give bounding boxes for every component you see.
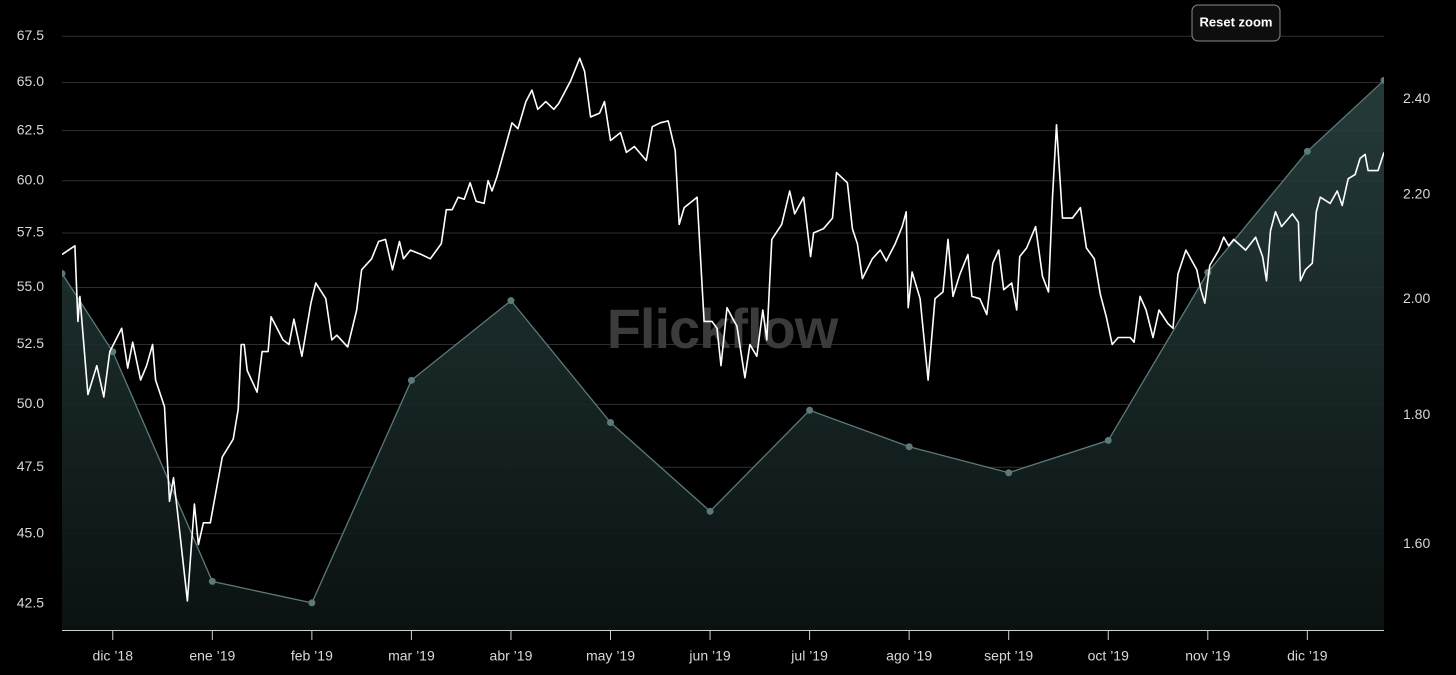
area-point — [1005, 469, 1013, 477]
area-point — [706, 507, 714, 515]
button-label[interactable]: Reset zoom — [1200, 14, 1273, 29]
x-tick-label: feb ’19 — [291, 648, 333, 664]
area-point — [1303, 147, 1311, 155]
axes: 42.5 45.0 47.5 50.0 52.5 55.0 57.5 60.0 62.5 65.0… — [17, 27, 1431, 664]
y-tick-label: 52.5 — [17, 335, 44, 351]
x-tick-label: jul ’19 — [790, 648, 828, 664]
y-tick-label: 55.0 — [17, 278, 44, 294]
y-tick-label: 50.0 — [17, 395, 44, 411]
area-point — [607, 418, 615, 426]
y2-tick-label: 2.00 — [1403, 290, 1430, 306]
x-tick-label: mar ’19 — [388, 648, 435, 664]
y2-tick-label: 2.40 — [1403, 90, 1430, 106]
y-tick-label: 65.0 — [17, 73, 44, 89]
y2-tick-label: 1.80 — [1403, 406, 1430, 422]
y2-tick-label: 1.60 — [1403, 535, 1430, 551]
area-point — [1104, 436, 1112, 444]
y-tick-label: 62.5 — [17, 121, 44, 137]
y-tick-label: 45.0 — [17, 524, 44, 540]
y-tick-label: 42.5 — [17, 594, 44, 610]
area-layer — [62, 76, 1384, 631]
reset-zoom-button[interactable]: Reset zoom — [1191, 4, 1281, 42]
area-point — [208, 577, 216, 585]
x-tick-label: dic ’19 — [1287, 648, 1328, 664]
area-point — [308, 599, 316, 607]
x-tick-label: jun ’19 — [688, 648, 730, 664]
area-point — [407, 376, 415, 384]
area-point — [507, 297, 515, 305]
x-tick-label: ene ’19 — [189, 648, 235, 664]
y-tick-label: 47.5 — [17, 458, 44, 474]
x-tick-label: ago ’19 — [886, 648, 932, 664]
area-point — [806, 406, 814, 414]
x-tick-label: nov ’19 — [1185, 648, 1230, 664]
area-point — [62, 269, 66, 277]
button-frame[interactable] — [1191, 4, 1281, 42]
y2-tick-label: 2.20 — [1403, 186, 1430, 202]
x-tick-label: may ’19 — [586, 648, 635, 664]
area-fill — [62, 80, 1384, 631]
x-tick-label: dic ’18 — [93, 648, 134, 664]
line — [62, 57, 1384, 602]
x-tick-label: oct ’19 — [1088, 648, 1129, 664]
y-tick-label: 57.5 — [17, 224, 44, 240]
line-layer — [62, 57, 1384, 602]
area-point — [1380, 76, 1384, 84]
x-tick-label: sept ’19 — [984, 648, 1033, 664]
y-tick-label: 67.5 — [17, 27, 44, 43]
x-tick-label: abr ’19 — [490, 648, 533, 664]
area-point — [905, 443, 913, 451]
y-tick-label: 60.0 — [17, 171, 44, 187]
